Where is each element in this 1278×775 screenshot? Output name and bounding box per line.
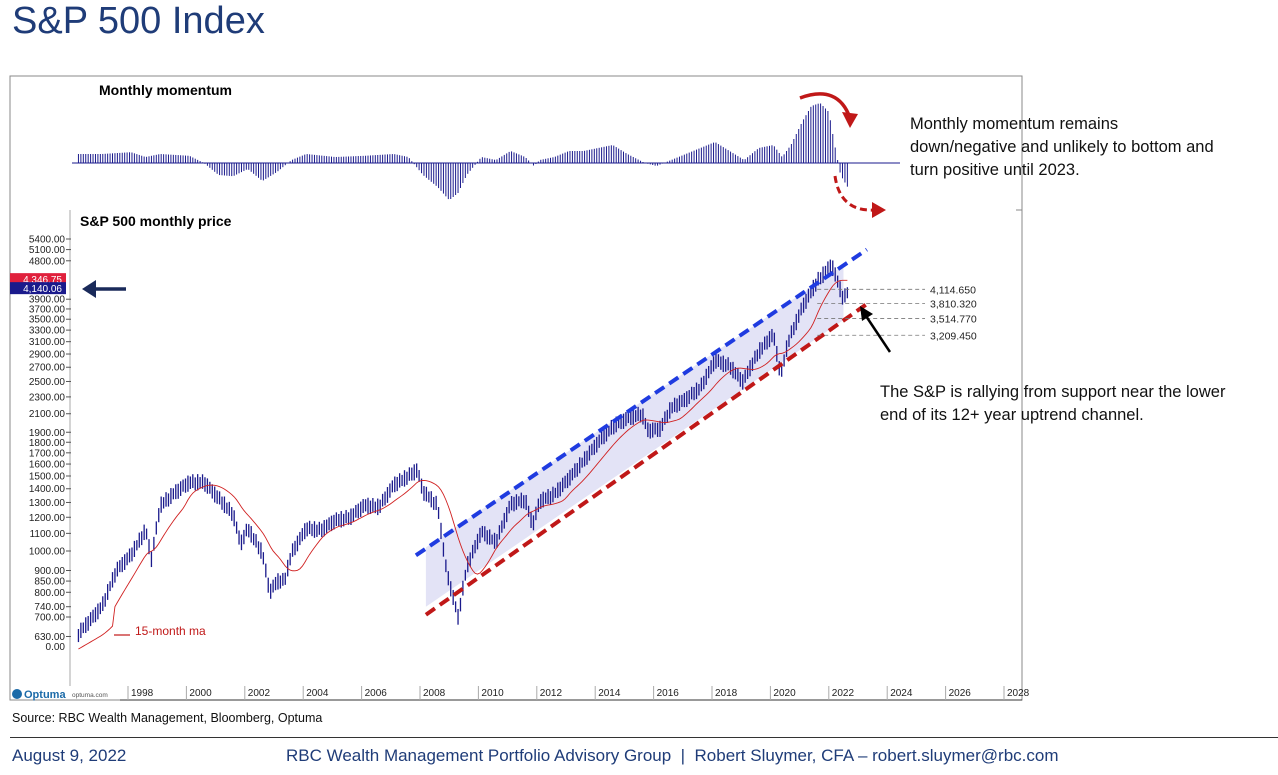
y-tick-label: 800.00 (34, 588, 65, 599)
arrowhead-icon (860, 306, 873, 321)
x-tick-label: 2022 (832, 688, 855, 699)
optuma-logo-icon (12, 689, 22, 699)
momentum-note-line: Monthly momentum remains (910, 115, 1119, 133)
upper-channel-line (414, 247, 868, 557)
support-note: The S&P is rallying from support near th… (880, 381, 1225, 427)
moving-average (78, 279, 848, 650)
y-tick-label: 1500.00 (29, 471, 66, 482)
footer-divider (10, 737, 1278, 738)
logo-text: Optuma (24, 689, 66, 701)
y-tick-label: 2500.00 (29, 377, 66, 388)
y-tick-label: 4800.00 (29, 256, 66, 267)
y-tick-label: 850.00 (34, 577, 65, 588)
x-tick-label: 2000 (189, 688, 212, 699)
x-tick-label: 2014 (598, 688, 621, 699)
x-tick-label: 2004 (306, 688, 329, 699)
x-tick-label: 1998 (131, 688, 154, 699)
chart-area: Monthly momentum S&P 500 monthly price 5… (9, 75, 1030, 701)
chart-frame (9, 75, 1023, 701)
arrowhead-icon (872, 202, 886, 218)
support-levels: 4,114.650 3,810.320 3,514.770 3,209.450 (817, 284, 977, 342)
x-tick-label: 2010 (481, 688, 504, 699)
arrowhead-icon (842, 112, 858, 128)
y-tick-label: 740.00 (34, 602, 65, 613)
y-tick-label: 2300.00 (29, 392, 66, 403)
y-tick-label: 1800.00 (29, 438, 66, 449)
channel-fill (425, 265, 844, 607)
lower-channel-line (424, 302, 868, 617)
curved-down-arrow-icon (799, 92, 852, 119)
momentum-note-line: down/negative and unlikely to bottom and (910, 138, 1214, 156)
x-tick-label: 2002 (248, 688, 271, 699)
logo-url: optuma.com (72, 692, 108, 699)
x-tick-label: 2020 (773, 688, 796, 699)
page-title: S&P 500 Index (12, 0, 265, 42)
x-tick-label: 2026 (949, 688, 972, 699)
y-tick-label: 1200.00 (29, 513, 66, 524)
footer-date: August 9, 2022 (12, 746, 127, 765)
x-tick-label: 2006 (365, 688, 388, 699)
momentum-note: Monthly momentum remains down/negative a… (910, 113, 1214, 182)
y-tick-label: 2900.00 (29, 350, 66, 361)
support-note-line: The S&P is rallying from support near th… (880, 383, 1226, 401)
x-tick-label: 2024 (890, 688, 913, 699)
y-tick-label: 0.00 (46, 642, 66, 653)
price-label: 4,346.75 (23, 275, 62, 286)
price-labels: 4,346.754,140.06 (10, 273, 66, 295)
x-tick-label: 2018 (715, 688, 738, 699)
y-tick-label: 700.00 (34, 612, 65, 623)
level-label: 3,514.770 (930, 313, 977, 325)
y-tick-label: 3300.00 (29, 326, 66, 337)
x-tick-label: 2012 (540, 688, 563, 699)
price-label-box (10, 273, 66, 286)
y-tick-label: 900.00 (34, 566, 65, 577)
y-tick-label: 5100.00 (29, 245, 66, 256)
y-tick-label: 1400.00 (29, 484, 66, 495)
level-label: 3,810.320 (930, 299, 977, 311)
support-arrow-icon (864, 315, 892, 353)
y-tick-label: 3700.00 (29, 304, 66, 315)
x-axis: 1998 2000 2002 2004 2006 2008 2010 2012 2014 2016… (120, 686, 1030, 701)
arrowhead-icon (82, 280, 96, 298)
y-tick-label: 3500.00 (29, 315, 66, 326)
footer-credit: RBC Wealth Management Portfolio Advisory… (286, 746, 1059, 765)
y-tick-label: 1600.00 (29, 460, 66, 471)
price-panel-title: S&P 500 monthly price (80, 213, 232, 229)
momentum-note-line: turn positive until 2023. (910, 161, 1080, 179)
level-label: 4,114.650 (930, 284, 976, 296)
x-tick-label: 2008 (423, 688, 446, 699)
support-note-line: end of its 12+ year uptrend channel. (880, 406, 1144, 424)
price-label: 4,140.06 (23, 284, 62, 295)
y-tick-label: 3900.00 (29, 295, 66, 306)
channel-fill-area (425, 265, 844, 607)
momentum-panel-title: Monthly momentum (99, 82, 232, 98)
level-label: 3,209.450 (930, 330, 977, 342)
y-tick-label: 1100.00 (30, 529, 66, 540)
source-note: Source: RBC Wealth Management, Bloomberg… (12, 711, 323, 725)
y-tick-label: 3100.00 (29, 337, 66, 348)
ma-line (78, 279, 848, 650)
ma-legend-label: 15-month ma (135, 624, 206, 638)
channel-lines (414, 247, 868, 617)
price-label-box (10, 282, 66, 295)
y-tick-label: 5400.00 (29, 235, 66, 246)
y-tick-label: 630.00 (34, 632, 65, 643)
momentum-histogram (72, 103, 1022, 211)
price-bars (77, 259, 849, 643)
x-tick-label: 2016 (657, 688, 680, 699)
y-tick-label: 1300.00 (29, 498, 66, 509)
y-tick-label: 1900.00 (29, 428, 66, 439)
y-tick-label: 1000.00 (29, 546, 66, 557)
y-tick-label: 1700.00 (29, 448, 66, 459)
x-tick-label: 2028 (1007, 688, 1030, 699)
y-tick-label: 2700.00 (29, 363, 66, 374)
y-tick-label: 2100.00 (29, 409, 66, 420)
curved-dashed-arrow-icon (833, 175, 876, 212)
